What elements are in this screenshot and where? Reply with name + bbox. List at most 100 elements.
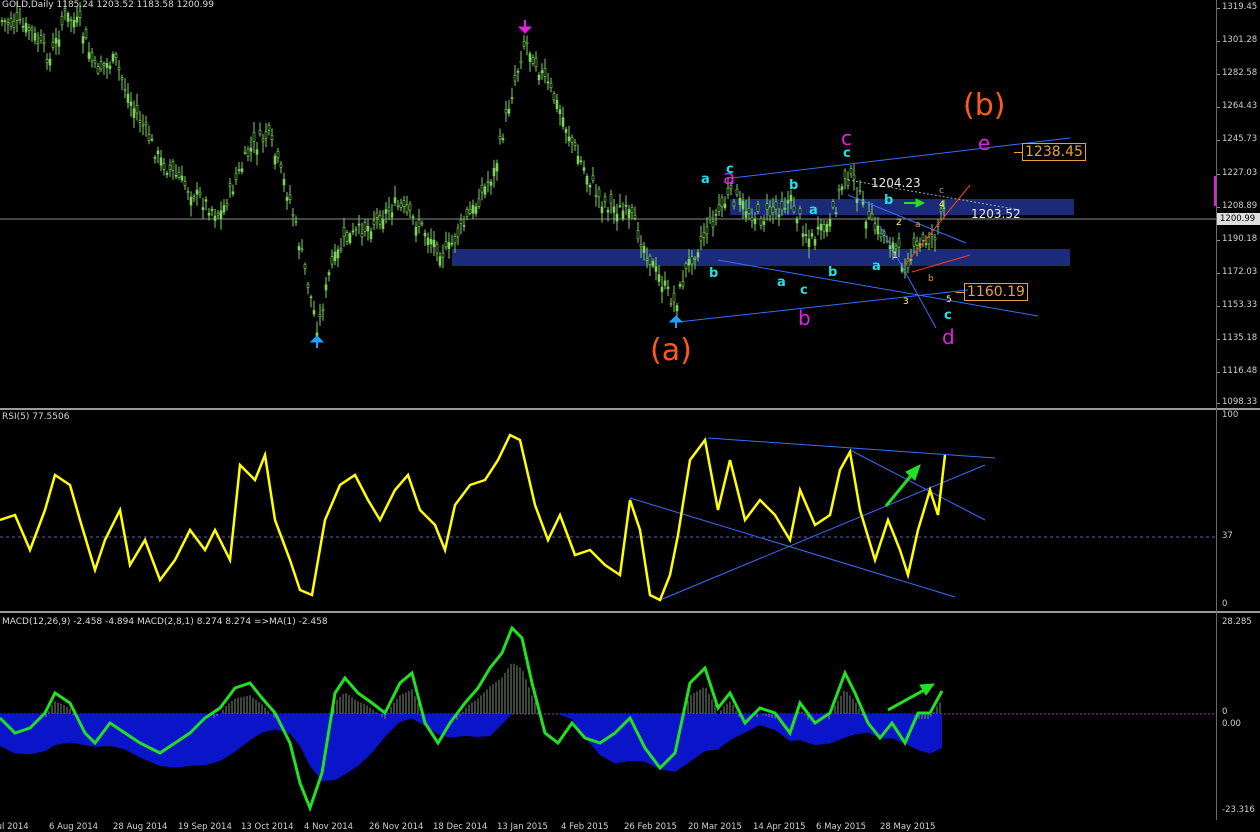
candle-body [153, 157, 157, 159]
candle-body [423, 232, 427, 237]
candle-body [912, 237, 916, 247]
candle-body [567, 136, 571, 142]
candle-body [531, 57, 535, 64]
candle-body [150, 138, 154, 141]
candle-body [720, 197, 724, 208]
arrow-up-icon-1 [309, 335, 325, 348]
price-chart-pane[interactable]: GOLD,Daily 1185.24 1203.52 1183.58 1200.… [0, 0, 1216, 408]
date-tick: 4 Nov 2014 [304, 822, 354, 832]
price-tick-mark [1216, 403, 1220, 404]
candle-body [36, 41, 40, 44]
price-tick: 1301.28 [1222, 35, 1258, 45]
candle-body [570, 137, 574, 143]
date-tick: 13 Jan 2015 [497, 822, 548, 832]
candle-body [300, 248, 304, 251]
candle-body [630, 207, 634, 213]
pane-separator[interactable] [0, 611, 1260, 613]
wave-label: a [701, 172, 710, 187]
pane-separator[interactable] [0, 408, 1260, 410]
candle-body [258, 130, 262, 135]
candle-body [849, 168, 853, 175]
candle-body [387, 206, 391, 212]
candle-body [792, 205, 796, 213]
wave-label: c [841, 126, 852, 150]
candle-body [183, 181, 187, 186]
candle-body [498, 135, 502, 140]
date-axis[interactable]: 4 Jul 2014 6 Aug 2014 28 Aug 2014 19 Sep 20… [0, 820, 1216, 832]
candle-body [780, 201, 784, 211]
wave-label-small: a [915, 220, 921, 230]
candle-body [93, 60, 97, 64]
price-chart-canvas[interactable] [0, 0, 1216, 408]
candle-body [81, 36, 85, 44]
candle-body [360, 233, 364, 238]
candle-body [558, 109, 562, 114]
candle-body [561, 117, 565, 127]
macd-canvas[interactable] [0, 613, 1216, 820]
candle-body [180, 175, 184, 181]
candle-body [906, 258, 910, 269]
rsi-scale[interactable]: 100 37 0 [1216, 410, 1260, 611]
date-tick: 19 Sep 2014 [178, 822, 232, 832]
candle-body [303, 264, 307, 269]
candle-body [627, 209, 631, 219]
candle-body [240, 168, 244, 172]
candle-body [204, 199, 208, 202]
candle-body [144, 122, 148, 126]
candle-body [48, 58, 52, 66]
macd-pane[interactable]: MACD(12,26,9) -2.458 -4.894 MACD(2,8,1) … [0, 613, 1216, 820]
macd-tick: 28.285 [1222, 617, 1252, 627]
candle-body [834, 212, 838, 214]
candle-body [693, 257, 697, 260]
candle-body [336, 249, 340, 259]
wave-label: b [709, 266, 719, 281]
level-label-1160: 1160.19 [956, 283, 1028, 301]
candle-body [273, 155, 277, 165]
candle-body [186, 191, 190, 193]
candle-body [594, 195, 598, 197]
price-scale[interactable]: 1319.45 1301.28 1282.58 1264.43 1245.73 1227.… [1216, 0, 1260, 408]
candle-body [30, 27, 34, 31]
candle-body [405, 204, 409, 213]
candle-body [198, 191, 202, 196]
candle-body [474, 206, 478, 214]
candle-body [234, 173, 238, 181]
candle-body [687, 259, 691, 266]
candle-body [108, 65, 112, 69]
candle-body [327, 272, 331, 276]
wave-label: e [978, 131, 991, 155]
macd-fast-line [0, 625, 944, 813]
candle-body [639, 244, 643, 248]
rsi-pane[interactable]: RSI(5) 77.5506 [0, 410, 1216, 611]
wave-label: b [798, 306, 811, 330]
candle-body [846, 179, 850, 186]
candle-body [468, 208, 472, 214]
candle-body [933, 237, 937, 241]
level-label-1204: 1204.23 [871, 176, 921, 190]
candle-body [18, 19, 22, 21]
candle-body [705, 226, 709, 235]
rsi-title: RSI(5) 77.5506 [2, 412, 70, 422]
macd-tick: 0 [1222, 707, 1228, 717]
wave-label: c [843, 146, 851, 161]
candle-body [294, 221, 298, 223]
candle-body [612, 206, 616, 213]
candle-body [477, 198, 481, 207]
arrow-down-icon [517, 20, 533, 34]
candle-body [879, 233, 883, 238]
candle-body [447, 242, 451, 250]
scale-marker [1214, 176, 1217, 206]
level-label-1238: 1238.45 [1014, 143, 1086, 161]
candle-body [540, 70, 544, 74]
candle-body [0, 20, 4, 22]
candle-body [42, 41, 46, 45]
candle-body [621, 210, 625, 219]
rsi-trendlines [629, 437, 996, 601]
candle-body [930, 234, 934, 237]
candle-body [684, 263, 688, 270]
candle-body [114, 53, 118, 58]
macd-scale[interactable]: 28.285 0 0.00 -23.316 [1216, 613, 1260, 820]
candle-body [606, 209, 610, 213]
rsi-canvas[interactable] [0, 410, 1216, 611]
candle-body [543, 68, 547, 77]
